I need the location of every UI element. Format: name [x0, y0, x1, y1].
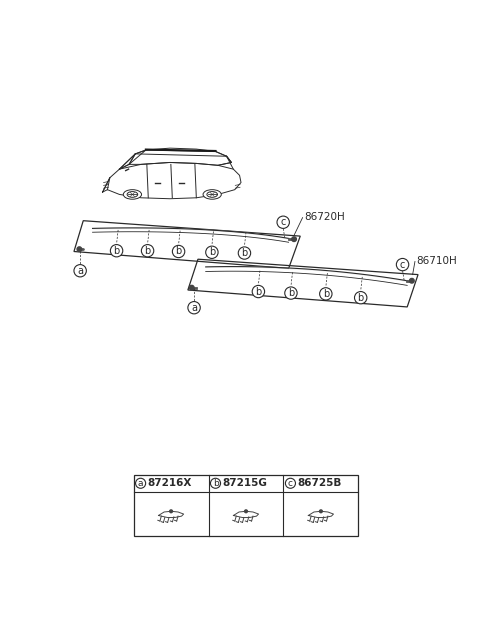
Text: b: b [323, 289, 329, 299]
FancyBboxPatch shape [133, 475, 359, 536]
Text: 86725B: 86725B [298, 478, 342, 489]
Circle shape [285, 287, 297, 299]
Circle shape [320, 510, 322, 513]
Ellipse shape [127, 192, 138, 197]
Text: b: b [144, 246, 151, 255]
Circle shape [172, 246, 185, 258]
Circle shape [190, 285, 194, 290]
Text: 87215G: 87215G [223, 478, 267, 489]
Circle shape [292, 237, 296, 242]
Text: b: b [255, 286, 262, 296]
Circle shape [188, 301, 200, 314]
Text: 86710H: 86710H [417, 255, 457, 266]
Circle shape [238, 247, 251, 259]
Circle shape [135, 478, 145, 489]
Text: b: b [213, 479, 218, 488]
Circle shape [396, 259, 409, 271]
Circle shape [320, 288, 332, 300]
Text: c: c [280, 217, 286, 228]
Text: a: a [191, 303, 197, 312]
Circle shape [355, 291, 367, 304]
Text: a: a [77, 266, 83, 276]
Ellipse shape [123, 190, 142, 199]
Text: c: c [400, 260, 405, 270]
Circle shape [245, 510, 247, 513]
Text: a: a [138, 479, 144, 488]
Text: b: b [209, 247, 215, 257]
Text: 87216X: 87216X [147, 478, 192, 489]
Circle shape [74, 265, 86, 277]
Text: b: b [176, 247, 182, 257]
Circle shape [210, 478, 220, 489]
Text: 86720H: 86720H [304, 212, 345, 222]
Circle shape [252, 285, 264, 298]
Ellipse shape [207, 192, 217, 197]
Circle shape [206, 246, 218, 259]
Ellipse shape [203, 190, 221, 199]
Circle shape [77, 247, 82, 252]
Circle shape [170, 510, 172, 513]
Text: c: c [288, 479, 293, 488]
Text: b: b [288, 288, 294, 298]
Circle shape [142, 244, 154, 257]
Circle shape [110, 244, 123, 257]
Text: b: b [113, 246, 120, 255]
Circle shape [286, 478, 296, 489]
Circle shape [277, 216, 289, 228]
Text: b: b [358, 293, 364, 303]
Text: b: b [241, 248, 248, 258]
Circle shape [409, 278, 414, 283]
